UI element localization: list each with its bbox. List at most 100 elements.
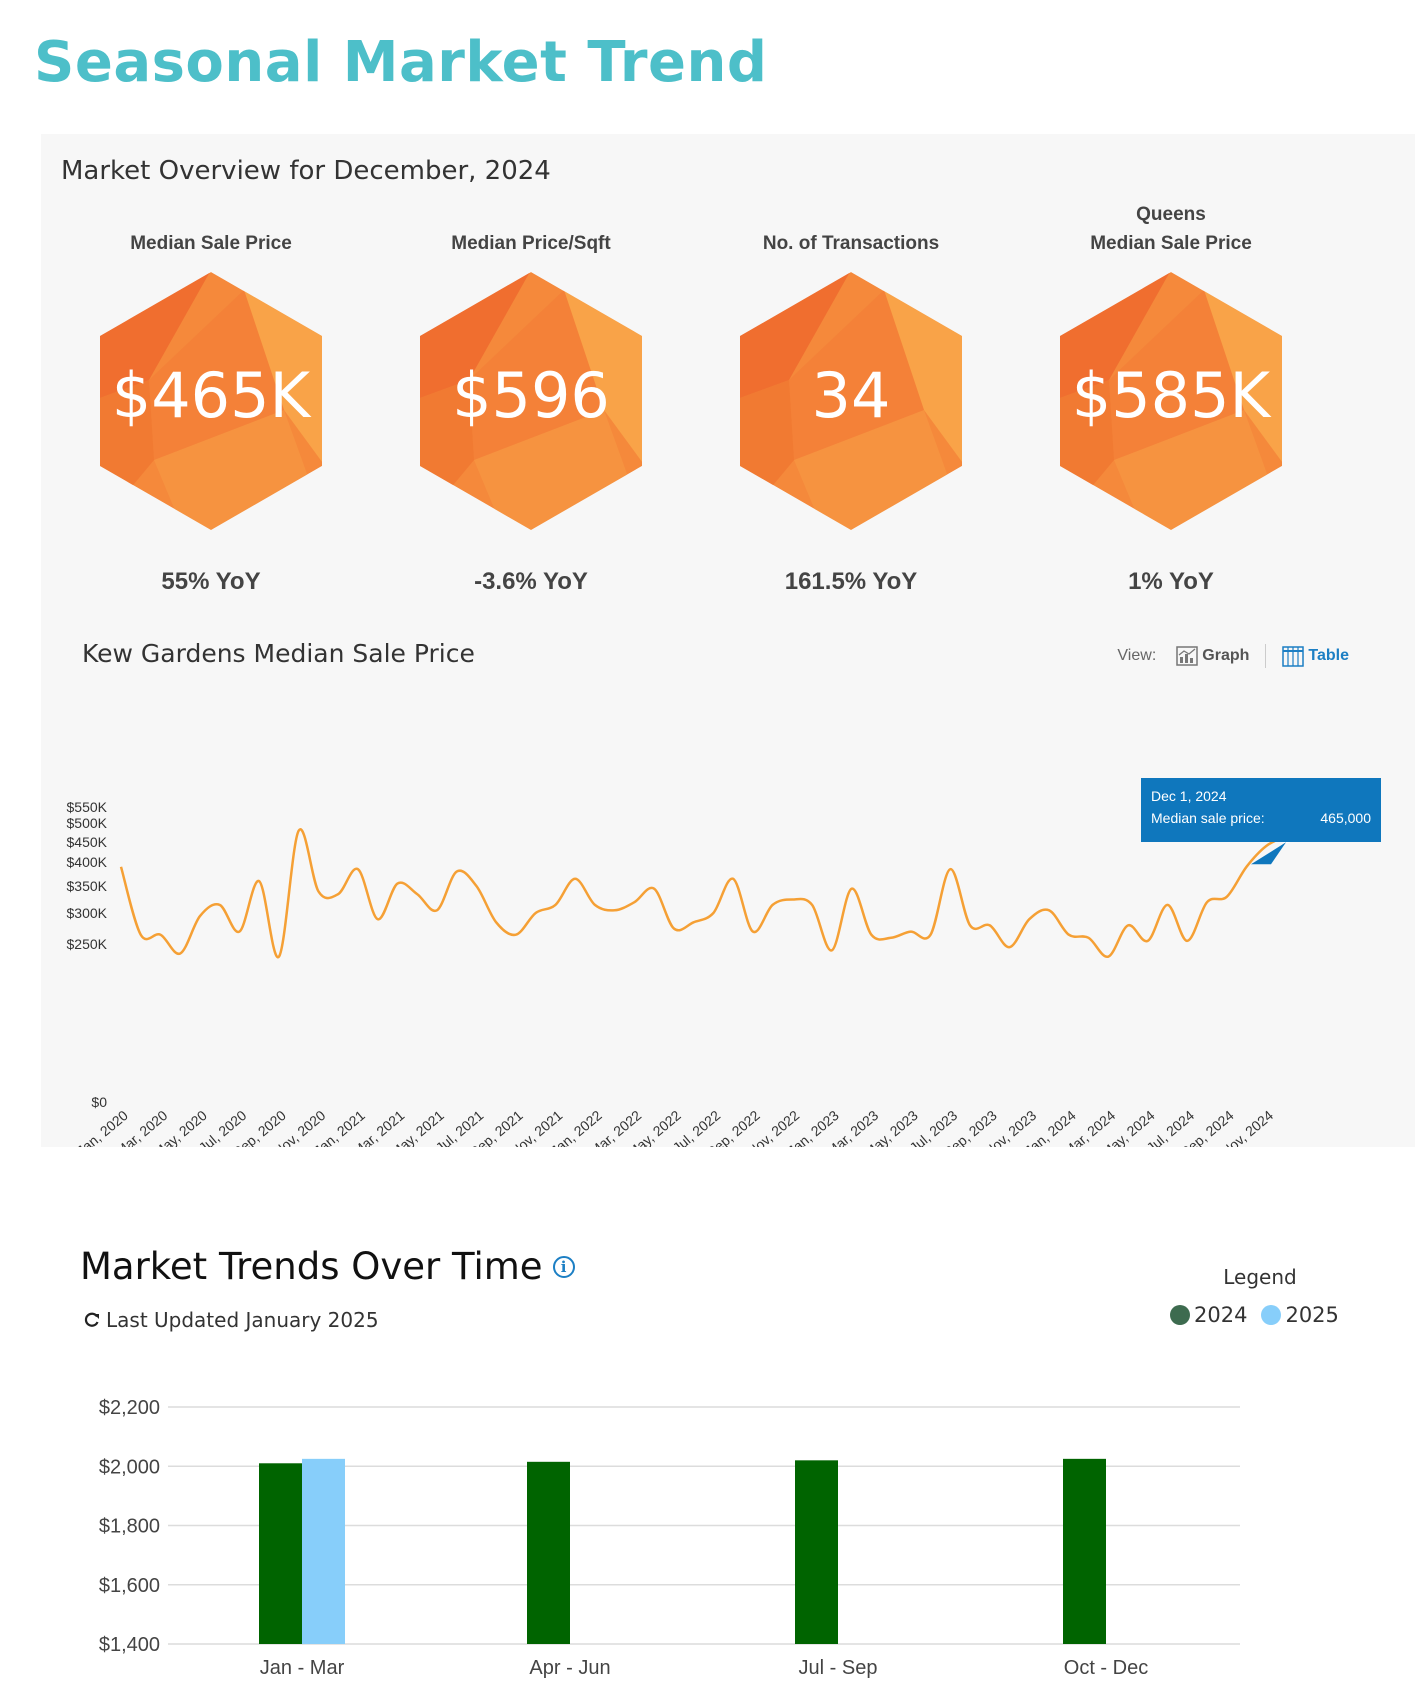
line-point[interactable] bbox=[236, 929, 242, 935]
kpi-hexagon bbox=[100, 272, 322, 530]
line-point[interactable] bbox=[217, 902, 223, 908]
line-point[interactable] bbox=[138, 932, 144, 938]
line-point[interactable] bbox=[750, 929, 756, 935]
y-tick-label: $550K bbox=[67, 799, 108, 815]
legend-label-2024: 2024 bbox=[1194, 1303, 1248, 1327]
line-point[interactable] bbox=[157, 932, 163, 938]
line-point[interactable] bbox=[394, 881, 400, 887]
median-sale-price-line-chart[interactable]: $550K$500K$450K$400K$350K$300K$250K$0Jan… bbox=[41, 689, 1415, 1147]
line-point[interactable] bbox=[710, 910, 716, 916]
line-point[interactable] bbox=[454, 869, 460, 875]
line-point[interactable] bbox=[572, 876, 578, 882]
line-point[interactable] bbox=[1026, 916, 1032, 922]
line-point[interactable] bbox=[375, 916, 381, 922]
line-point[interactable] bbox=[335, 891, 341, 897]
line-point[interactable] bbox=[849, 886, 855, 892]
legend-item-2024[interactable]: 2024 bbox=[1170, 1303, 1247, 1327]
line-point[interactable] bbox=[1184, 938, 1190, 944]
y-tick-label: $350K bbox=[67, 878, 108, 894]
legend-dot-2025 bbox=[1261, 1305, 1282, 1325]
line-point[interactable] bbox=[1204, 899, 1210, 905]
line-point[interactable] bbox=[1125, 922, 1131, 928]
line-point[interactable] bbox=[987, 922, 993, 928]
line-point[interactable] bbox=[631, 899, 637, 905]
line-point[interactable] bbox=[1244, 864, 1250, 870]
line-point[interactable] bbox=[493, 919, 499, 925]
line-chart-title: Kew Gardens Median Sale Price bbox=[82, 639, 475, 668]
line-point[interactable] bbox=[908, 929, 914, 935]
kpi-yoy: 55% YoY bbox=[161, 568, 261, 595]
line-point[interactable] bbox=[1145, 938, 1151, 944]
line-point[interactable] bbox=[1086, 935, 1092, 941]
line-point[interactable] bbox=[1105, 954, 1111, 960]
line-point[interactable] bbox=[947, 866, 953, 872]
line-point[interactable] bbox=[809, 902, 815, 908]
y-tick-label: $500K bbox=[67, 815, 108, 831]
line-point[interactable] bbox=[888, 935, 894, 941]
kpi-card: Median Sale Price $465K 55% YoY bbox=[61, 194, 361, 624]
line-point[interactable] bbox=[789, 897, 795, 903]
line-point[interactable] bbox=[868, 932, 874, 938]
y-tick-label: $300K bbox=[67, 905, 108, 921]
table-icon bbox=[1282, 646, 1305, 667]
overview-heading: Market Overview for December, 2024 bbox=[61, 156, 551, 186]
view-label: View: bbox=[1117, 647, 1157, 664]
kpi-hexagon bbox=[1060, 272, 1282, 530]
table-view-button[interactable]: Table bbox=[1282, 645, 1349, 667]
y-tick-label: $2,000 bbox=[99, 1456, 160, 1478]
line-point[interactable] bbox=[473, 883, 479, 889]
line-point[interactable] bbox=[612, 907, 618, 913]
kpi-hexagon bbox=[740, 272, 962, 530]
line-point[interactable] bbox=[256, 878, 262, 884]
bar-2024[interactable] bbox=[1063, 1458, 1106, 1644]
line-point[interactable] bbox=[928, 932, 934, 938]
legend-item-2025[interactable]: 2025 bbox=[1261, 1303, 1339, 1327]
line-point[interactable] bbox=[552, 902, 558, 908]
line-point[interactable] bbox=[671, 926, 677, 932]
line-point[interactable] bbox=[1046, 907, 1052, 913]
line-point[interactable] bbox=[691, 919, 697, 925]
line-point[interactable] bbox=[513, 932, 519, 938]
line-point[interactable] bbox=[177, 950, 183, 956]
x-category-label: Jan - Mar bbox=[260, 1657, 345, 1679]
line-point[interactable] bbox=[1066, 932, 1072, 938]
graph-label: Graph bbox=[1202, 647, 1250, 664]
line-point[interactable] bbox=[651, 886, 657, 892]
legend-label-2025: 2025 bbox=[1285, 1303, 1339, 1327]
line-point[interactable] bbox=[1263, 843, 1269, 849]
market-trends-title: Market Trends Over Time i bbox=[80, 1245, 575, 1288]
bar-2024[interactable] bbox=[259, 1463, 302, 1644]
line-point[interactable] bbox=[770, 902, 776, 908]
median-sale-price-line bbox=[119, 828, 1287, 958]
x-category-label: Jul - Sep bbox=[799, 1657, 878, 1679]
y-tick-label: $1,400 bbox=[99, 1634, 160, 1656]
line-point[interactable] bbox=[1007, 944, 1013, 950]
line-point[interactable] bbox=[118, 864, 124, 870]
line-point[interactable] bbox=[1224, 894, 1230, 900]
graph-view-button[interactable]: Graph bbox=[1176, 646, 1249, 666]
line-point[interactable] bbox=[315, 888, 321, 894]
chart-tooltip: Dec 1, 2024 Median sale price: 465,000 bbox=[1141, 778, 1381, 842]
line-point[interactable] bbox=[296, 828, 302, 834]
line-point[interactable] bbox=[1165, 902, 1171, 908]
line-point[interactable] bbox=[434, 907, 440, 913]
info-icon[interactable]: i bbox=[552, 1255, 575, 1278]
bar-2025[interactable] bbox=[302, 1458, 345, 1644]
line-point[interactable] bbox=[414, 891, 420, 897]
line-point[interactable] bbox=[276, 954, 282, 960]
kpi-value: $465K bbox=[111, 359, 311, 432]
line-point[interactable] bbox=[197, 913, 203, 919]
kpi-card: No. of Transactions 34 161.5% YoY bbox=[701, 194, 1001, 624]
bar-2024[interactable] bbox=[527, 1461, 570, 1644]
y-tick-label: $1,800 bbox=[99, 1516, 160, 1538]
x-category-label: Oct - Dec bbox=[1064, 1657, 1148, 1679]
kpi-card: Median Price/Sqft $596 -3.6% YoY bbox=[381, 194, 681, 624]
market-trends-bar-chart: $2,200 $2,000 $1,800 $1,600 $1,400 Jan - Mar A… bbox=[99, 1397, 1240, 1679]
line-point[interactable] bbox=[355, 866, 361, 872]
line-point[interactable] bbox=[533, 910, 539, 916]
line-point[interactable] bbox=[829, 947, 835, 953]
bar-2024[interactable] bbox=[795, 1460, 838, 1644]
line-point[interactable] bbox=[592, 902, 598, 908]
line-point[interactable] bbox=[967, 922, 973, 928]
line-point[interactable] bbox=[730, 876, 736, 882]
